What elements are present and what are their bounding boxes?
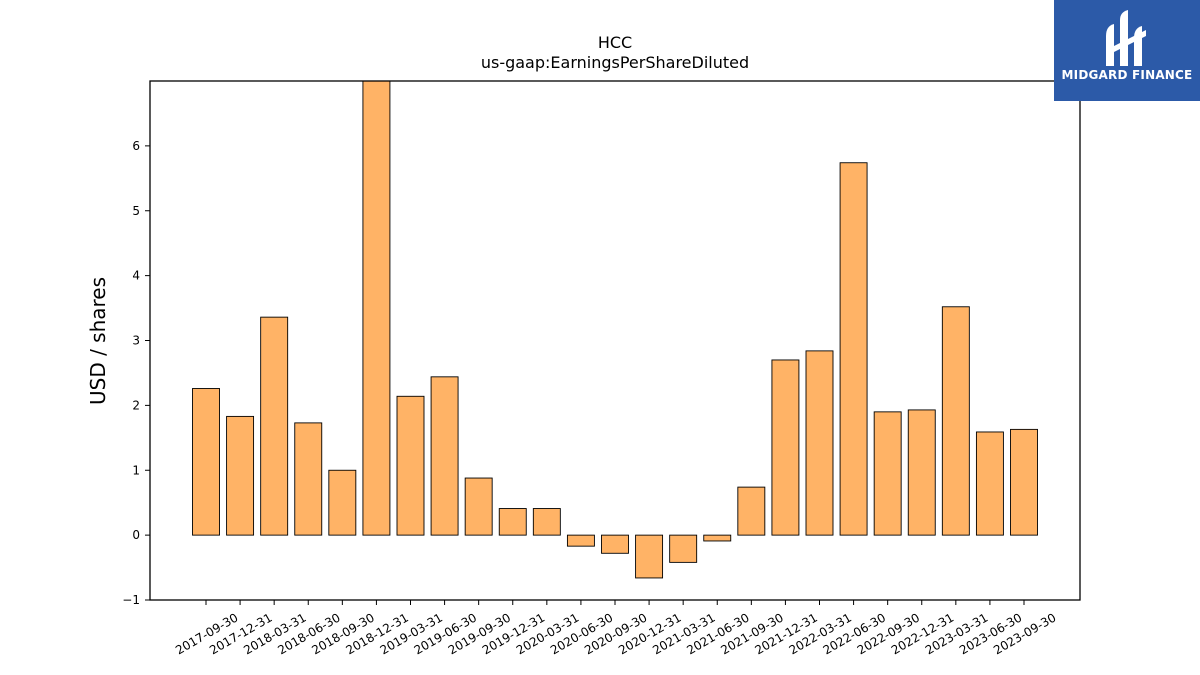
bar-2017-09-30 [192, 388, 220, 536]
bar-2019-09-30 [464, 477, 493, 536]
bar-2018-06-30 [294, 422, 323, 536]
bar-2021-12-31 [771, 359, 800, 536]
y-tick-label: 3 [132, 334, 140, 348]
y-axis-label: USD / shares [86, 277, 110, 405]
bar-2023-03-31 [941, 306, 970, 536]
bar-2021-09-30 [737, 486, 766, 536]
bar-2022-12-31 [907, 409, 936, 536]
bar-2022-09-30 [873, 411, 902, 536]
midgard-logo-icon [1106, 10, 1146, 66]
chart-subtitle: us-gaap:EarningsPerShareDiluted [481, 53, 749, 72]
bar-2021-03-31 [669, 534, 698, 563]
x-axis-ticks: 2017-09-302017-12-312018-03-312018-06-30… [173, 600, 1059, 657]
y-tick-label: 4 [132, 269, 140, 283]
y-tick-label: 2 [132, 398, 140, 412]
y-tick-label: 5 [132, 204, 140, 218]
brand-name: MIDGARD FINANCE [1061, 68, 1193, 82]
bar-2020-03-31 [532, 508, 561, 536]
bar-2023-09-30 [1010, 428, 1038, 536]
bar-2023-06-30 [975, 431, 1004, 536]
bar-2020-09-30 [601, 534, 629, 554]
plot-frame [149, 80, 1081, 601]
bar-2018-09-30 [328, 469, 357, 536]
y-axis-ticks: −1 0 1 2 3 4 5 6 [122, 139, 150, 607]
bars-group [192, 80, 1038, 579]
bar-2021-06-30 [703, 534, 732, 542]
bar-2022-03-31 [805, 350, 834, 536]
brand-logo: MIDGARD FINANCE [1054, 0, 1200, 101]
y-tick-label: 1 [132, 463, 140, 477]
bar-2020-06-30 [566, 534, 595, 547]
bar-2020-12-31 [635, 534, 664, 579]
chart-title: HCC [598, 33, 632, 52]
bar-2019-06-30 [430, 376, 459, 536]
y-tick-label: −1 [122, 593, 140, 607]
bar-2022-06-30 [839, 162, 868, 536]
bar-2018-03-31 [260, 316, 289, 536]
bar-2019-03-31 [396, 395, 425, 536]
bar-2019-12-31 [498, 508, 527, 536]
y-tick-label: 6 [132, 139, 140, 153]
bar-2018-12-31 [362, 80, 391, 536]
y-tick-label: 0 [132, 528, 140, 542]
bar-2017-12-31 [226, 415, 255, 536]
